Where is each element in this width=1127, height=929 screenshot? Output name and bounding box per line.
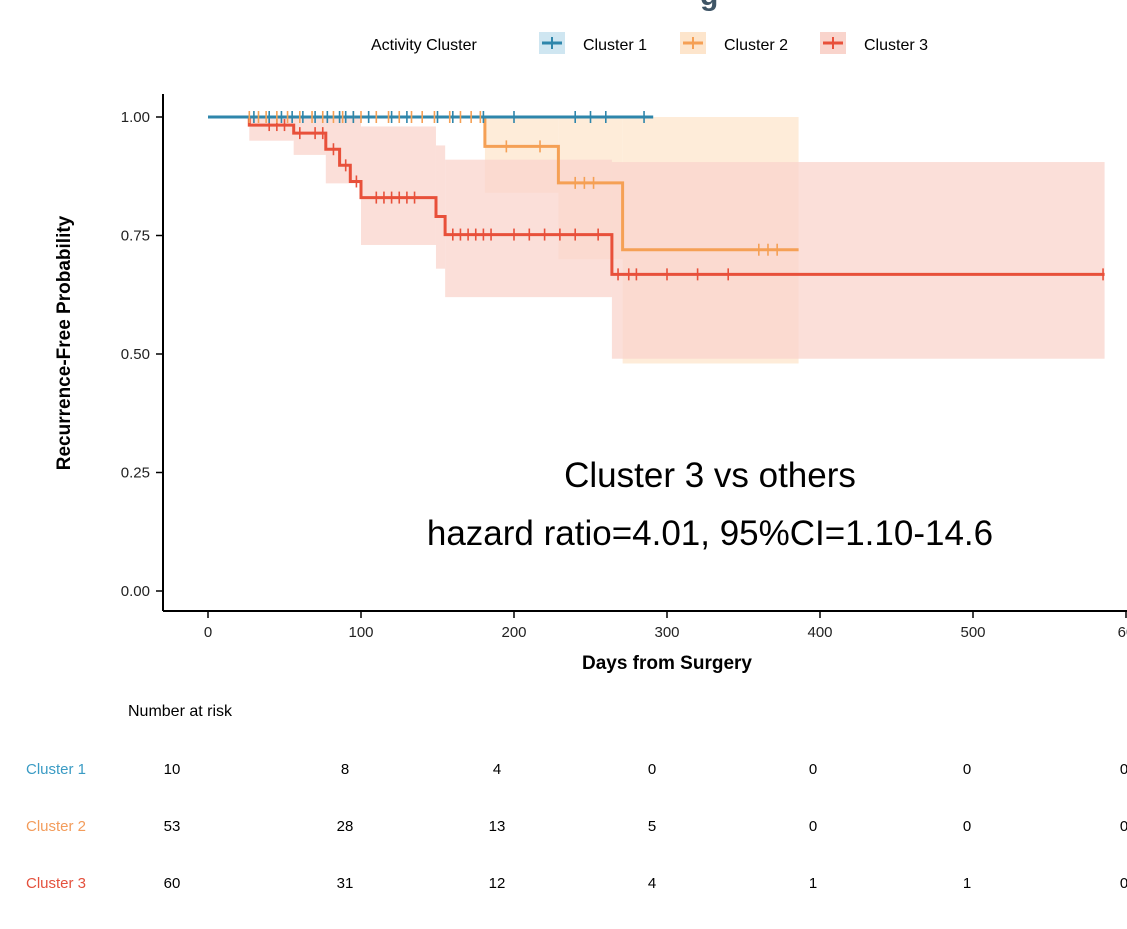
risk-row-label-cluster-2: Cluster 2 [26,818,86,835]
risk-table: Number at risk Cluster 1 10 8 4 0 0 0 0Cluster … [26,703,1127,892]
annotation-line-2: hazard ratio=4.01, 95%CI=1.10-14.6 [427,514,993,553]
risk-value: 0 [963,761,971,778]
risk-value: 4 [493,761,501,778]
risk-value: 0 [963,818,971,835]
confidence-bands [249,117,1105,364]
risk-value: 0 [809,761,817,778]
x-axis-label: Days from Surgery [582,653,752,674]
risk-value: 4 [648,875,656,892]
x-tick-label: 60 [1118,624,1127,641]
x-tick-label: 0 [204,624,212,641]
risk-value: 10 [164,761,181,778]
risk-value: 0 [1120,875,1127,892]
y-axis-ticks: 0.00 0.25 0.50 0.75 1.00 [121,109,163,600]
risk-value: 53 [164,818,181,835]
risk-value: 0 [809,818,817,835]
annotation-line-1: Cluster 3 vs others [564,456,856,495]
plot-area [208,111,1105,364]
y-tick-label: 0.25 [121,465,150,482]
survival-line-cluster-3 [208,115,1105,276]
risk-value: 31 [337,875,354,892]
risk-value: 8 [341,761,349,778]
legend-label-cluster-3: Cluster 3 [864,37,928,54]
x-tick-label: 200 [501,624,526,641]
x-axis-ticks: 0 100 200 300 400 500 60 [204,611,1127,641]
risk-value: 5 [648,818,656,835]
risk-value: 1 [963,875,971,892]
risk-row-label-cluster-3: Cluster 3 [26,875,86,892]
y-tick-label: 0.75 [121,228,150,245]
risk-value: 28 [337,818,354,835]
survival-line-cluster-2 [208,115,799,252]
x-tick-label: 400 [807,624,832,641]
y-tick-label: 0.00 [121,583,150,600]
risk-value: 12 [489,875,506,892]
x-tick-label: 300 [654,624,679,641]
y-axis-label: Recurrence-Free Probability [54,215,75,470]
y-tick-label: 0.50 [121,346,150,363]
chart-title-fragment: g [700,0,718,12]
censor-marks [248,111,1104,281]
legend-title: Activity Cluster [371,37,477,54]
risk-value: 0 [1120,761,1127,778]
ci-band-cluster-3 [249,117,294,141]
risk-value: 60 [164,875,181,892]
risk-row-label-cluster-1: Cluster 1 [26,761,86,778]
legend: Activity Cluster Cluster 1 Cluster 2 Clust… [371,32,928,54]
risk-table-title: Number at risk [128,703,233,720]
ci-band-cluster-3 [611,162,1105,359]
risk-value: 0 [648,761,656,778]
risk-value: 13 [489,818,506,835]
legend-label-cluster-2: Cluster 2 [724,37,788,54]
x-tick-label: 100 [348,624,373,641]
ci-band-cluster-3 [293,117,326,155]
risk-value: 1 [809,875,817,892]
risk-value: 0 [1120,818,1127,835]
legend-label-cluster-1: Cluster 1 [583,37,647,54]
ci-band-cluster-3 [361,126,436,245]
y-tick-label: 1.00 [121,109,150,126]
x-tick-label: 500 [960,624,985,641]
ci-band-cluster-3 [445,159,612,298]
ci-band-cluster-3 [435,145,446,269]
